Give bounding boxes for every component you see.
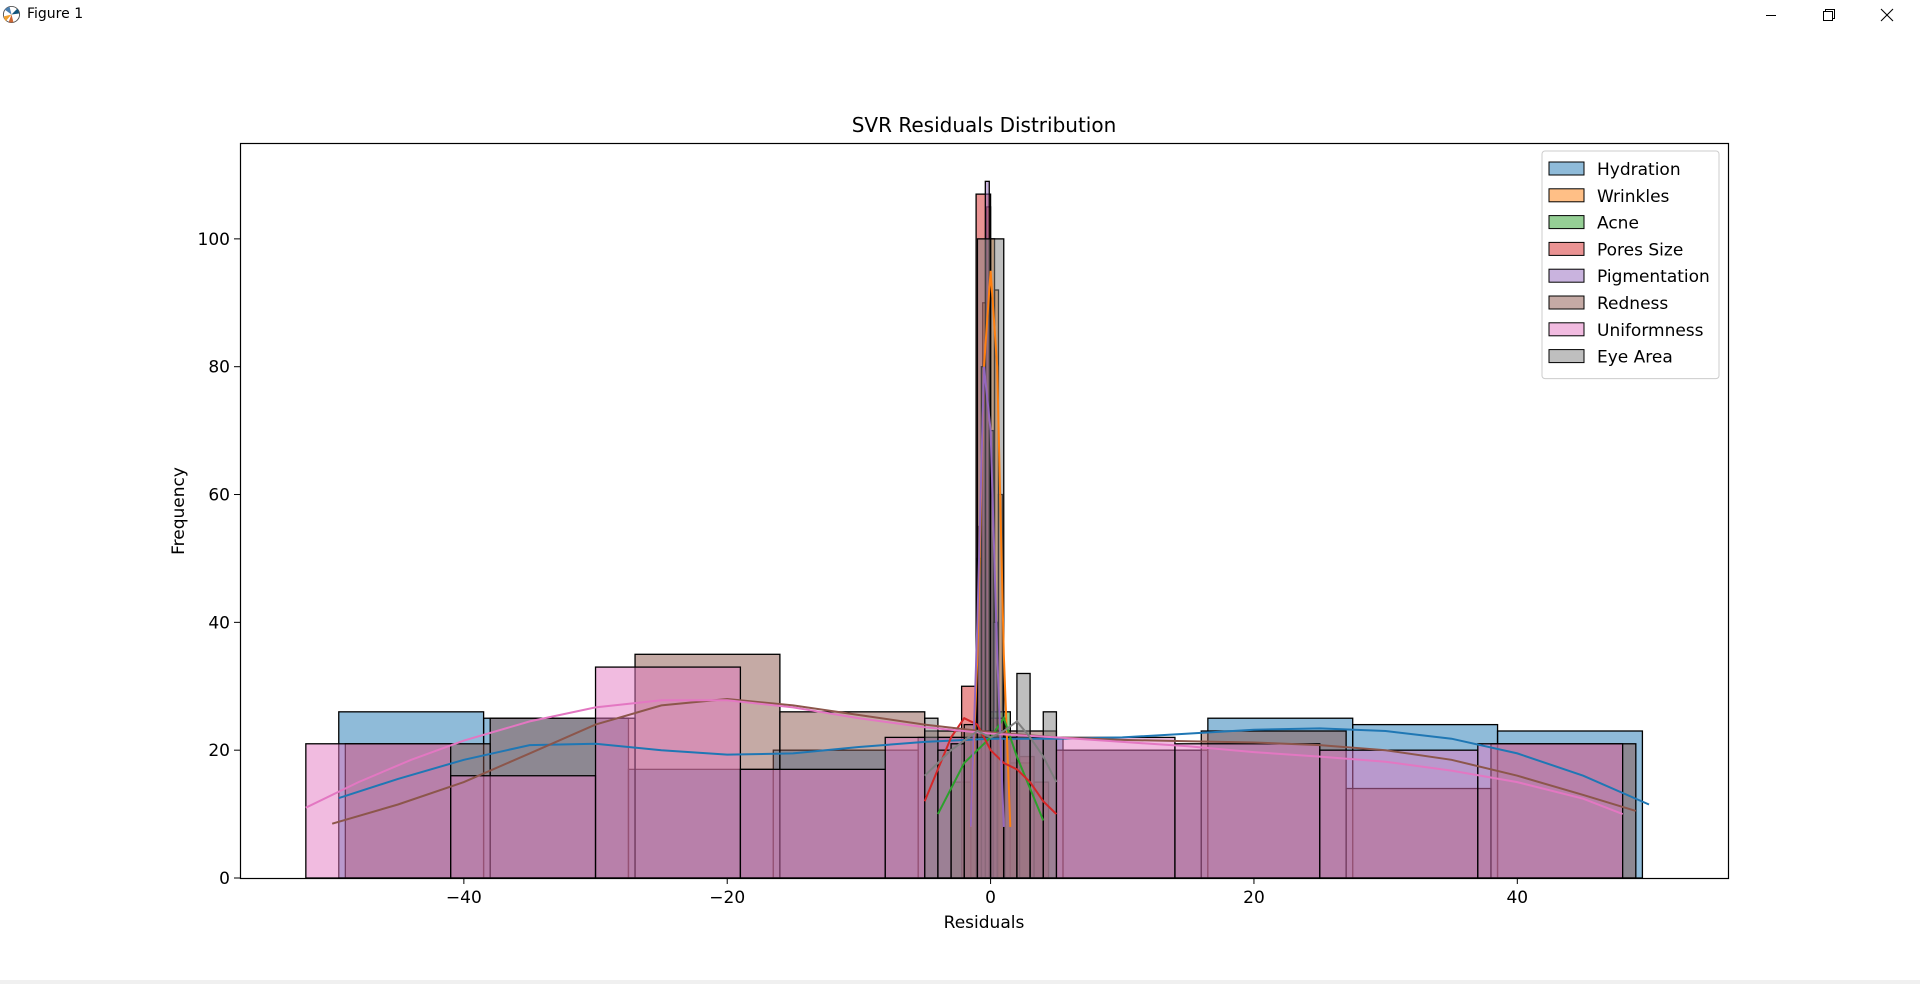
- window-titlebar: Figure 1: [0, 0, 1920, 30]
- close-icon: [1880, 8, 1894, 22]
- legend-item-redness: Redness: [1548, 294, 1668, 314]
- y-tick-label: 80: [208, 358, 230, 378]
- bar-eye-area: [950, 743, 965, 879]
- bar-uniformness: [1174, 743, 1321, 879]
- bar-uniformness: [450, 775, 597, 879]
- bar-uniformness: [1319, 749, 1479, 879]
- legend-item-uniformness: Uniformness: [1548, 321, 1704, 341]
- kde-line-pores-size: [923, 716, 1058, 815]
- legend-swatch: [1548, 295, 1585, 310]
- kde-line-eye-area: [924, 720, 1058, 783]
- legend-label: Pores Size: [1597, 240, 1683, 260]
- chart-title: SVR Residuals Distribution: [852, 113, 1117, 137]
- y-axis: 0 20 40 60 80 100: [198, 230, 240, 889]
- legend-label: Eye Area: [1597, 348, 1673, 368]
- x-axis-label: Residuals: [944, 913, 1025, 933]
- legend-label: Redness: [1597, 294, 1668, 314]
- kde-line-pigmentation: [969, 366, 1005, 827]
- legend-item-hydration: Hydration: [1548, 160, 1681, 180]
- legend-item-pigmentation: Pigmentation: [1548, 267, 1710, 287]
- legend-swatch: [1548, 241, 1585, 256]
- minimize-icon: [1766, 15, 1776, 16]
- legend-swatch: [1548, 215, 1585, 230]
- legend-swatch: [1548, 161, 1585, 176]
- legend-swatch: [1548, 349, 1585, 364]
- kde-line-uniformness: [305, 699, 1624, 816]
- y-tick-label: 60: [208, 486, 230, 506]
- window-bottom-edge: [0, 980, 1920, 984]
- x-axis: −40 −20 0 20 40: [446, 878, 1528, 908]
- x-tick-label: 0: [985, 888, 996, 908]
- y-tick-label: 0: [219, 869, 230, 889]
- bar-uniformness: [594, 666, 742, 879]
- axes-frame: [239, 142, 1730, 880]
- x-tick-label: 40: [1506, 888, 1528, 908]
- bar-eye-area: [937, 749, 952, 879]
- legend: Hydration Wrinkles Acne Pores Size Pigmentat…: [1541, 150, 1720, 380]
- x-tick-label: −40: [446, 888, 482, 908]
- plot-area: [305, 180, 1650, 879]
- kde-line-wrinkles: [969, 270, 1012, 827]
- bar-uniformness: [739, 768, 886, 879]
- y-tick-label: 20: [208, 741, 230, 761]
- histogram-chart: SVR Residuals Distribution −40 −20 0 20 40 0…: [169, 113, 1730, 933]
- y-axis-label: Frequency: [169, 467, 189, 555]
- matplotlib-logo-icon: [2, 5, 21, 24]
- series-eye-area: [924, 238, 1058, 879]
- legend-label: Wrinkles: [1597, 187, 1670, 207]
- legend-item-acne: Acne: [1548, 214, 1639, 234]
- bar-eye-area: [1029, 736, 1044, 879]
- legend-label: Uniformness: [1597, 321, 1704, 341]
- x-tick-label: 20: [1243, 888, 1265, 908]
- legend-swatch: [1548, 322, 1585, 337]
- x-tick-label: −20: [709, 888, 745, 908]
- y-tick-label: 100: [198, 230, 230, 250]
- legend-label: Pigmentation: [1597, 267, 1710, 287]
- restore-icon: [1823, 9, 1835, 21]
- bar-uniformness: [1477, 743, 1624, 879]
- legend-box: [1541, 150, 1720, 380]
- restore-button[interactable]: [1800, 0, 1858, 30]
- y-tick-label: 40: [208, 613, 230, 633]
- legend-item-pores-size: Pores Size: [1548, 240, 1683, 260]
- legend-label: Hydration: [1597, 160, 1681, 180]
- kde-line-redness: [331, 697, 1637, 825]
- legend-swatch: [1548, 268, 1585, 283]
- close-button[interactable]: [1858, 0, 1916, 30]
- legend-item-wrinkles: Wrinkles: [1548, 187, 1670, 207]
- figure-canvas: SVR Residuals Distribution −40 −20 0 20 40 0…: [0, 30, 1920, 980]
- legend-item-eye-area: Eye Area: [1548, 348, 1673, 368]
- kde-line-acne: [937, 715, 1045, 821]
- window-title: Figure 1: [27, 6, 84, 22]
- minimize-button[interactable]: [1742, 0, 1800, 30]
- legend-swatch: [1548, 188, 1585, 203]
- legend-label: Acne: [1597, 214, 1639, 234]
